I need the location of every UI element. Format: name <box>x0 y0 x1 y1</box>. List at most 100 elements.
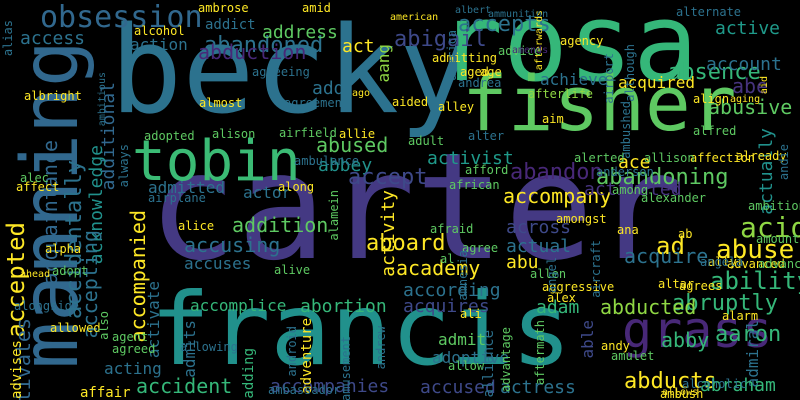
cloud-word: access <box>20 28 86 49</box>
cloud-word: grass <box>622 301 773 359</box>
cloud-word: android <box>285 326 299 377</box>
cloud-word: abigail <box>394 27 487 52</box>
cloud-word: account <box>706 54 782 75</box>
cloud-word: achieve <box>540 70 608 89</box>
cloud-word: adopted <box>144 129 195 143</box>
cloud-word: amusement <box>339 336 353 400</box>
cloud-word: act <box>342 36 375 57</box>
cloud-word: al <box>440 252 455 266</box>
cloud-word: andrea <box>458 76 502 90</box>
cloud-word: albright <box>24 89 82 103</box>
cloud-word: acting <box>104 359 162 378</box>
cloud-word: accompany <box>503 184 612 208</box>
cloud-word: abu <box>506 252 539 273</box>
cloud-word: abraham <box>700 375 776 396</box>
cloud-word: according <box>403 280 501 301</box>
cloud-word: allow <box>448 359 485 373</box>
cloud-word: amends <box>512 45 549 56</box>
cloud-word: ambitious <box>97 72 108 127</box>
cloud-word: although <box>623 44 637 102</box>
cloud-word: ana <box>617 223 639 237</box>
cloud-word: altar <box>658 277 695 291</box>
cloud-word: abandoned <box>204 33 324 58</box>
cloud-word: allen <box>530 267 567 281</box>
cloud-word: african <box>449 178 500 192</box>
cloud-word: accused <box>420 377 496 398</box>
cloud-word: addition <box>232 213 329 237</box>
cloud-word: ambush <box>660 387 704 400</box>
cloud-word: ambushed <box>619 101 633 159</box>
cloud-word: alec <box>20 171 49 185</box>
cloud-word: alias <box>1 20 15 57</box>
cloud-word: accept <box>348 165 428 190</box>
cloud-word: among <box>612 183 649 197</box>
cloud-word: agreeing <box>252 65 310 79</box>
cloud-word: airplane <box>148 191 206 205</box>
cloud-word: action <box>130 35 188 54</box>
cloud-word: angela <box>700 255 744 269</box>
cloud-word: advanced <box>727 257 785 271</box>
cloud-word: academy <box>396 256 481 280</box>
cloud-word: advises <box>9 340 25 400</box>
cloud-word: affair <box>80 385 131 400</box>
cloud-word: agrees <box>679 279 723 293</box>
cloud-word: activity <box>378 190 399 277</box>
cloud-word: abe <box>732 74 769 98</box>
cloud-word: allison <box>644 151 695 165</box>
cloud-word: allowed <box>50 321 101 335</box>
cloud-word: alcoholic <box>682 377 748 391</box>
cloud-word: acquired <box>618 73 696 92</box>
cloud-word: adam <box>536 297 580 318</box>
cloud-word: address <box>262 22 338 43</box>
cloud-word: rosa <box>438 0 699 106</box>
cloud-word: accident <box>136 374 233 398</box>
cloud-word: actor <box>243 183 292 202</box>
cloud-word: along <box>278 180 315 194</box>
cloud-word: abusive <box>708 95 793 119</box>
cloud-word: afraid <box>430 222 474 236</box>
cloud-word: alliance <box>481 330 497 398</box>
cloud-word: alternate <box>676 5 742 19</box>
cloud-word: ambassador <box>268 383 341 397</box>
cloud-word: abruptly <box>672 291 778 316</box>
cloud-word: alter <box>468 129 505 143</box>
cloud-word: francis <box>150 271 572 388</box>
cloud-word: activated <box>584 179 682 200</box>
cloud-word: alexander <box>641 191 707 205</box>
cloud-word: alongside <box>14 299 80 313</box>
cloud-word: abducts <box>624 369 717 394</box>
cloud-word: ad <box>656 232 685 260</box>
cloud-word: alice <box>178 219 215 233</box>
cloud-word: alerted <box>574 151 625 165</box>
cloud-word: aided <box>392 95 429 109</box>
cloud-word: accuses <box>184 254 252 273</box>
cloud-word: absence <box>668 60 761 85</box>
cloud-word: acquire <box>624 244 709 268</box>
cloud-word: aggressive <box>542 280 615 294</box>
cloud-word: albert <box>455 5 492 16</box>
cloud-word: aang <box>374 44 393 83</box>
cloud-word: accomplice <box>190 296 287 315</box>
cloud-word: amongst <box>556 212 607 226</box>
cloud-word: abuse <box>716 235 795 265</box>
cloud-word: airport <box>602 53 616 104</box>
cloud-word: across <box>506 217 572 238</box>
cloud-word: acquires <box>403 296 490 317</box>
cloud-word: adopt <box>52 264 89 278</box>
cloud-word: always <box>117 144 131 188</box>
cloud-word: alley <box>438 100 475 114</box>
cloud-word: activist <box>427 148 514 169</box>
cloud-word: ally <box>708 255 737 269</box>
cloud-word: aftermath <box>533 320 547 386</box>
cloud-word: abandoning <box>596 165 729 190</box>
cloud-word: ab <box>678 227 693 241</box>
cloud-word: agreement <box>284 96 350 110</box>
cloud-word: amid <box>302 1 331 15</box>
cloud-word: acid <box>740 211 800 244</box>
cloud-word: alfred <box>693 124 737 138</box>
cloud-word: aim <box>542 112 564 126</box>
cloud-word: america <box>445 30 459 81</box>
cloud-word: alamein <box>327 190 341 241</box>
cloud-word: adoptive <box>432 348 510 367</box>
cloud-word: alive <box>274 263 311 277</box>
